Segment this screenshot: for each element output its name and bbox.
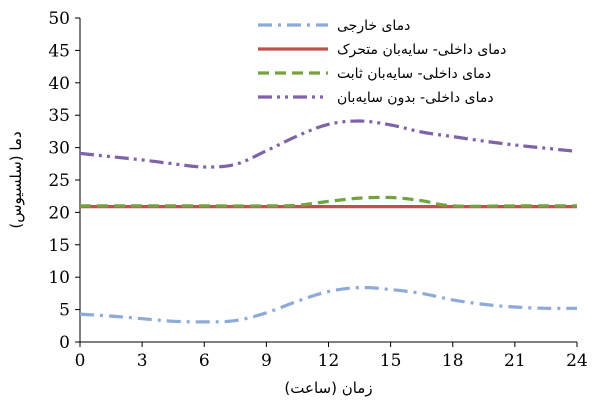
series-layer: [79, 119, 578, 324]
legend: دمای خارجی دمای داخلی- سایه‌بان متحرک دمای…: [258, 18, 506, 106]
x-tick-label: 15: [380, 351, 402, 371]
x-tick-label: 9: [261, 351, 272, 371]
y-tick-label: 20: [48, 203, 70, 223]
y-tick-label: 40: [48, 74, 70, 94]
chart-axes: 0 5 10 15 20 25 30 35 40 45 50 0 3 6 9 12 15 18 21 24: [48, 9, 587, 371]
series-line-1: [79, 285, 578, 324]
x-tick-label: 21: [504, 351, 526, 371]
legend-label-2: دمای داخلی- سایه‌بان متحرک: [337, 42, 506, 58]
y-tick-label: 10: [48, 268, 70, 288]
y-tick-label: 5: [59, 301, 70, 321]
x-tick-label: 12: [318, 351, 340, 371]
x-tick-label: 6: [199, 351, 210, 371]
x-tick-label: 18: [442, 351, 464, 371]
x-tick-label: 24: [566, 351, 588, 371]
y-tick-label: 0: [59, 333, 70, 353]
x-tick-label: 0: [75, 351, 86, 371]
x-tick-label: 3: [137, 351, 148, 371]
y-axis-title: دما (سلسیوس): [7, 131, 25, 228]
legend-label-4: دمای داخلی- بدون سایه‌بان: [337, 90, 494, 106]
legend-label-1: دمای خارجی: [337, 18, 410, 34]
y-tick-label: 35: [48, 106, 70, 126]
y-tick-label: 25: [48, 171, 70, 191]
y-tick-label: 15: [48, 236, 70, 256]
series-line-3: [79, 195, 577, 208]
y-tick-label: 45: [48, 41, 70, 61]
y-tick-label: 30: [48, 139, 70, 159]
x-axis-title: زمان (ساعت): [284, 379, 372, 397]
y-tick-label: 50: [48, 9, 70, 29]
legend-label-3: دمای داخلی- سایه‌بان ثابت: [337, 66, 491, 82]
series-line-4: [79, 119, 578, 169]
